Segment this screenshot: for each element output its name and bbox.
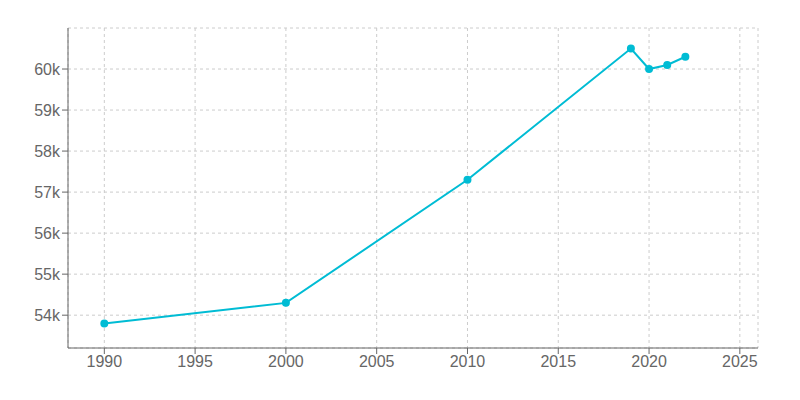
svg-text:2015: 2015 xyxy=(540,353,576,370)
svg-text:55k: 55k xyxy=(34,266,61,283)
svg-text:57k: 57k xyxy=(34,184,61,201)
svg-text:60k: 60k xyxy=(34,61,61,78)
svg-text:1995: 1995 xyxy=(177,353,213,370)
svg-text:2005: 2005 xyxy=(359,353,395,370)
svg-text:2000: 2000 xyxy=(268,353,304,370)
svg-text:2010: 2010 xyxy=(450,353,486,370)
svg-text:59k: 59k xyxy=(34,102,61,119)
svg-text:56k: 56k xyxy=(34,225,61,242)
svg-text:58k: 58k xyxy=(34,143,61,160)
svg-text:54k: 54k xyxy=(34,307,61,324)
svg-text:2020: 2020 xyxy=(631,353,667,370)
svg-text:1990: 1990 xyxy=(87,353,123,370)
svg-text:2025: 2025 xyxy=(722,353,758,370)
